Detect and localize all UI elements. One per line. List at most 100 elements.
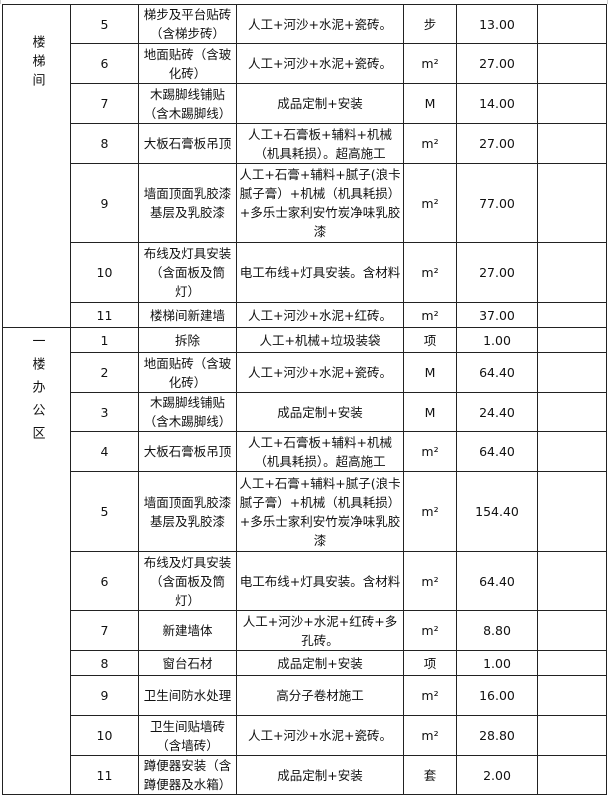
cell-no: 4 [70, 431, 139, 472]
cell-item: 布线及灯具安装（含面板及筒灯） [138, 551, 237, 611]
table-row: 11 楼梯间新建墙 人工+河沙+水泥+红砖。 m² 37.00 [3, 302, 607, 328]
cell-note [537, 471, 607, 552]
cell-unit: m² [403, 302, 457, 328]
cell-item: 蹲便器安装（含蹲便器及水箱） [138, 755, 237, 795]
cell-unit: m² [403, 43, 457, 84]
cell-no: 7 [70, 83, 139, 124]
cell-qty: 16.00 [456, 675, 538, 716]
cell-item: 大板石膏板吊顶 [138, 431, 237, 472]
cell-desc: 人工+河沙+水泥+瓷砖。 [236, 43, 404, 84]
cell-item: 梯步及平台贴砖（含梯步砖） [138, 4, 237, 44]
cell-item: 卫生间贴墙砖（含墙砖） [138, 715, 237, 756]
cell-unit: m² [403, 123, 457, 164]
cell-no: 11 [70, 755, 139, 795]
cell-desc: 高分子卷材施工 [236, 675, 404, 716]
section-label: 一楼办公区 [29, 334, 45, 449]
cell-note [537, 650, 607, 676]
cell-item: 新建墙体 [138, 610, 237, 651]
cell-qty: 28.80 [456, 715, 538, 756]
table-row: 3 木踢脚线铺贴（含木踢脚线） 成品定制+安装 M 24.40 [3, 392, 607, 432]
cell-qty: 154.40 [456, 471, 538, 552]
cell-item: 卫生间防水处理 [138, 675, 237, 716]
cell-desc: 人工+河沙+水泥+瓷砖。 [236, 715, 404, 756]
cell-no: 10 [70, 715, 139, 756]
cell-no: 1 [70, 327, 139, 353]
table-row: 8 大板石膏板吊顶 人工+石膏板+辅料+机械（机具耗损）。超高施工 m² 27.00 [3, 123, 607, 164]
cell-item: 拆除 [138, 327, 237, 353]
table-row: 9 墙面顶面乳胶漆基层及乳胶漆 人工+石膏+辅料+腻子(浪卡腻子膏）+机械（机具耗损… [3, 163, 607, 243]
cell-qty: 27.00 [456, 123, 538, 164]
cell-qty: 1.00 [456, 650, 538, 676]
table-row: 7 新建墙体 人工+河沙+水泥+红砖+多孔砖。 m² 8.80 [3, 610, 607, 651]
section-label: 楼梯间 [29, 35, 45, 92]
cell-desc: 人工+石膏+辅料+腻子(浪卡腻子膏）+机械（机具耗损）+多乐士家利安竹炭净味乳胶… [236, 471, 404, 552]
cell-unit: M [403, 83, 457, 124]
cell-qty: 2.00 [456, 755, 538, 795]
cell-unit: 套 [403, 755, 457, 795]
cell-qty: 1.00 [456, 327, 538, 353]
cell-unit: m² [403, 163, 457, 243]
cell-unit: m² [403, 551, 457, 611]
cell-qty: 14.00 [456, 83, 538, 124]
cell-no: 11 [70, 302, 139, 328]
table-row: 11 蹲便器安装（含蹲便器及水箱） 成品定制+安装套 2.00 [3, 755, 607, 795]
cell-no: 6 [70, 551, 139, 611]
cell-no: 5 [70, 4, 139, 44]
table-row: 8 窗台石材 成品定制+安装项 1.00 [3, 650, 607, 676]
cell-qty: 37.00 [456, 302, 538, 328]
cell-no: 6 [70, 43, 139, 84]
cell-note [537, 392, 607, 432]
cell-item: 地面贴砖（含玻化砖） [138, 43, 237, 84]
cell-note [537, 43, 607, 84]
cell-item: 墙面顶面乳胶漆基层及乳胶漆 [138, 163, 237, 243]
cell-note [537, 163, 607, 243]
cell-desc: 成品定制+安装 [236, 650, 404, 676]
cell-unit: 项 [403, 327, 457, 353]
cell-desc: 人工+石膏+辅料+腻子(浪卡腻子膏）+机械（机具耗损）+多乐士家利安竹炭净味乳胶… [236, 163, 404, 243]
cell-unit: m² [403, 715, 457, 756]
cell-item: 布线及灯具安装（含面板及筒灯） [138, 242, 237, 303]
cell-desc: 人工+石膏板+辅料+机械（机具耗损）。超高施工 [236, 431, 404, 472]
table-row: 10 布线及灯具安装（含面板及筒灯） 电工布线+灯具安装。含材料 m² 27.00 [3, 242, 607, 303]
table-row: 5 墙面顶面乳胶漆基层及乳胶漆 人工+石膏+辅料+腻子(浪卡腻子膏）+机械（机具耗损… [3, 471, 607, 552]
table-row: 一楼办公区 1 拆除 人工+机械+垃圾装袋项 1.00 [2, 327, 607, 795]
cell-desc: 人工+河沙+水泥+红砖+多孔砖。 [236, 610, 404, 651]
cell-desc: 人工+河沙+水泥+红砖。 [236, 302, 404, 328]
cell-note [537, 715, 607, 756]
cell-desc: 人工+河沙+水泥+瓷砖。 [236, 352, 404, 393]
cell-item: 木踢脚线铺贴（含木踢脚线） [138, 83, 237, 124]
cell-item: 木踢脚线铺贴（含木踢脚线） [138, 392, 237, 432]
cell-no: 9 [70, 675, 139, 716]
cell-qty: 64.40 [456, 352, 538, 393]
cell-no: 8 [70, 123, 139, 164]
cell-qty: 24.40 [456, 392, 538, 432]
cell-item: 窗台石材 [138, 650, 237, 676]
cell-unit: 项 [403, 650, 457, 676]
cell-qty: 27.00 [456, 242, 538, 303]
cell-desc: 成品定制+安装 [236, 755, 404, 795]
cell-note [537, 327, 607, 353]
cell-unit: m² [403, 610, 457, 651]
cell-qty: 13.00 [456, 4, 538, 44]
cell-qty: 77.00 [456, 163, 538, 243]
cell-item: 地面贴砖（含玻化砖） [138, 352, 237, 393]
section-cell: 楼梯间 [2, 4, 71, 328]
cell-qty: 8.80 [456, 610, 538, 651]
cell-qty: 64.40 [456, 431, 538, 472]
cell-no: 2 [70, 352, 139, 393]
cell-note [537, 551, 607, 611]
cell-unit: m² [403, 431, 457, 472]
cell-no: 5 [70, 471, 139, 552]
cell-note [537, 431, 607, 472]
cell-unit: m² [403, 242, 457, 303]
cell-item: 大板石膏板吊顶 [138, 123, 237, 164]
cell-item: 墙面顶面乳胶漆基层及乳胶漆 [138, 471, 237, 552]
cell-note [537, 675, 607, 716]
table-row: 6 布线及灯具安装（含面板及筒灯） 电工布线+灯具安装。含材料 m² 64.40 [3, 551, 607, 611]
cell-desc: 成品定制+安装 [236, 83, 404, 124]
cell-desc: 人工+机械+垃圾装袋 [236, 327, 404, 353]
cell-desc: 电工布线+灯具安装。含材料 [236, 551, 404, 611]
cell-qty: 27.00 [456, 43, 538, 84]
cell-note [537, 242, 607, 303]
table-row: 6 地面贴砖（含玻化砖） 人工+河沙+水泥+瓷砖。 m² 27.00 [3, 43, 607, 84]
